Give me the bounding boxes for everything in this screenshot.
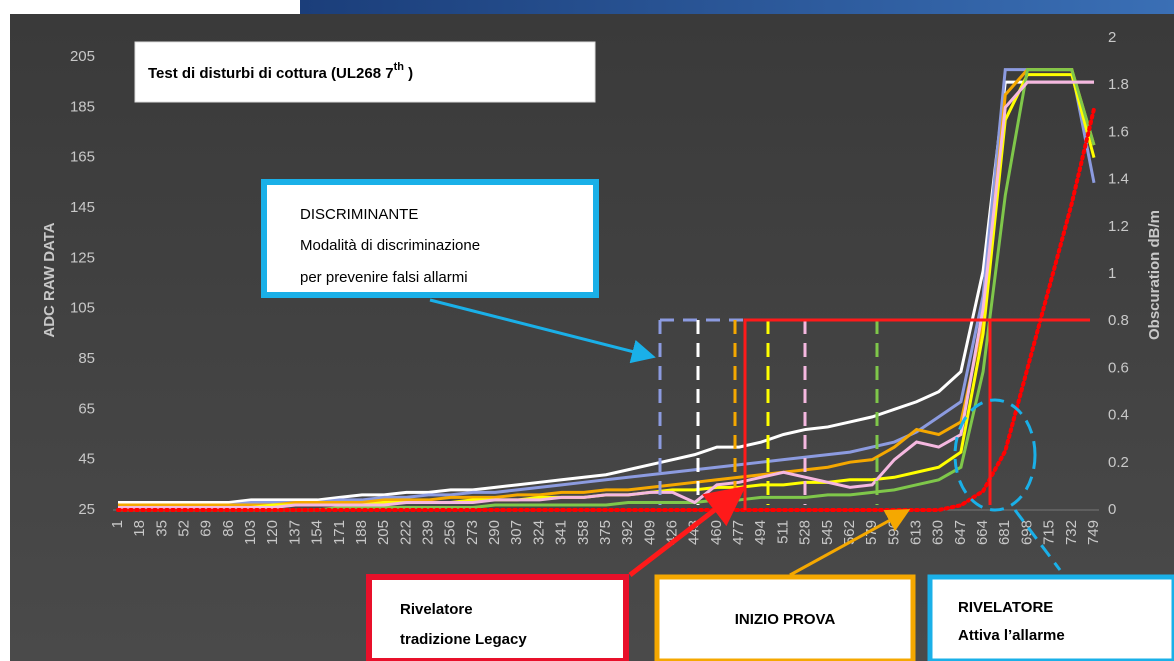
x-tick-label: 188 [353, 520, 370, 545]
annotation-box: DISCRIMINANTE Modalità di discriminazion… [264, 182, 596, 295]
x-tick-label: 596 [885, 520, 902, 545]
x-tick-label: 732 [1063, 520, 1080, 545]
box-text: INIZIO PROVA [735, 611, 836, 628]
y2-tick-label: 1.8 [1108, 76, 1129, 93]
x-tick-label: 630 [930, 520, 947, 545]
y2-tick-label: 0.8 [1108, 312, 1129, 329]
x-tick-label: 358 [575, 520, 592, 545]
y-tick-label: 25 [78, 501, 95, 518]
x-tick-label: 375 [597, 520, 614, 545]
x-tick-label: 273 [464, 520, 481, 545]
y-tick-label: 185 [70, 98, 95, 115]
y-tick-label: 165 [70, 149, 95, 166]
x-tick-label: 749 [1085, 520, 1102, 545]
title-box: Test di disturbi di cottura (UL268 7th ) [135, 42, 595, 102]
x-tick-label: 324 [530, 520, 547, 545]
x-tick-label: 647 [952, 520, 969, 545]
y-tick-label: 145 [70, 199, 95, 216]
top-strip [300, 0, 1174, 14]
y-tick-label: 105 [70, 300, 95, 317]
box-text: Rivelatore [400, 601, 473, 618]
x-tick-label: 681 [996, 520, 1013, 545]
y-tick-label: 85 [78, 350, 95, 367]
start-box: INIZIO PROVA [657, 577, 913, 661]
x-tick-label: 664 [974, 520, 991, 545]
x-tick-label: 392 [619, 520, 636, 545]
legacy-box: Rivelatore tradizione Legacy [369, 577, 626, 661]
x-tick-label: 494 [752, 520, 769, 545]
y2-tick-label: 0.6 [1108, 359, 1129, 376]
x-tick-label: 477 [730, 520, 747, 545]
x-tick-label: 120 [264, 520, 281, 545]
y2-tick-label: 0.4 [1108, 407, 1129, 424]
x-tick-label: 222 [397, 520, 414, 545]
y-tick-label: 205 [70, 48, 95, 65]
y2-tick-label: 1.2 [1108, 218, 1129, 235]
x-tick-label: 52 [176, 520, 193, 537]
y2-tick-label: 1.6 [1108, 123, 1129, 140]
annotation-line: per prevenire falsi allarmi [300, 269, 468, 286]
y2-tick-label: 2 [1108, 29, 1116, 46]
chart-title: Test di disturbi di cottura (UL268 7th ) [148, 61, 413, 82]
x-tick-label: 290 [486, 520, 503, 545]
box-text: tradizione Legacy [400, 631, 527, 648]
y2-tick-label: 0 [1108, 501, 1116, 518]
x-tick-label: 613 [908, 520, 925, 545]
x-tick-label: 341 [553, 520, 570, 545]
y-axis-title: ADC RAW DATA [41, 222, 58, 337]
x-tick-label: 69 [198, 520, 215, 537]
y2-axis-title: Obscuration dB/m [1146, 210, 1163, 340]
annotation-line: Modalità di discriminazione [300, 237, 480, 254]
y-tick-label: 125 [70, 249, 95, 266]
y2-tick-label: 1 [1108, 265, 1116, 282]
chart: 2545658510512514516518520500.20.40.60.81… [0, 0, 1174, 661]
box-text: Attiva l’allarme [958, 627, 1065, 644]
x-tick-label: 35 [153, 520, 170, 537]
x-tick-label: 409 [641, 520, 658, 545]
y-tick-label: 45 [78, 451, 95, 468]
chart-bg [10, 14, 1174, 661]
x-tick-label: 205 [375, 520, 392, 545]
x-tick-label: 103 [242, 520, 259, 545]
x-tick-label: 528 [797, 520, 814, 545]
x-tick-label: 715 [1041, 520, 1058, 545]
x-tick-label: 256 [442, 520, 459, 545]
x-tick-label: 1 [109, 520, 126, 528]
x-tick-label: 239 [420, 520, 437, 545]
alarm-box: RIVELATORE Attiva l’allarme [930, 577, 1174, 661]
box-text: RIVELATORE [958, 599, 1053, 616]
x-tick-label: 545 [819, 520, 836, 545]
x-tick-label: 86 [220, 520, 237, 537]
x-tick-label: 137 [286, 520, 303, 545]
x-tick-label: 307 [508, 520, 525, 545]
x-tick-label: 171 [331, 520, 348, 545]
y-tick-label: 65 [78, 400, 95, 417]
y2-tick-label: 1.4 [1108, 171, 1129, 188]
x-tick-label: 460 [708, 520, 725, 545]
y2-tick-label: 0.2 [1108, 454, 1129, 471]
annotation-line: DISCRIMINANTE [300, 206, 418, 223]
x-tick-label: 511 [774, 520, 791, 544]
x-tick-label: 154 [309, 520, 326, 545]
x-tick-label: 18 [131, 520, 148, 537]
